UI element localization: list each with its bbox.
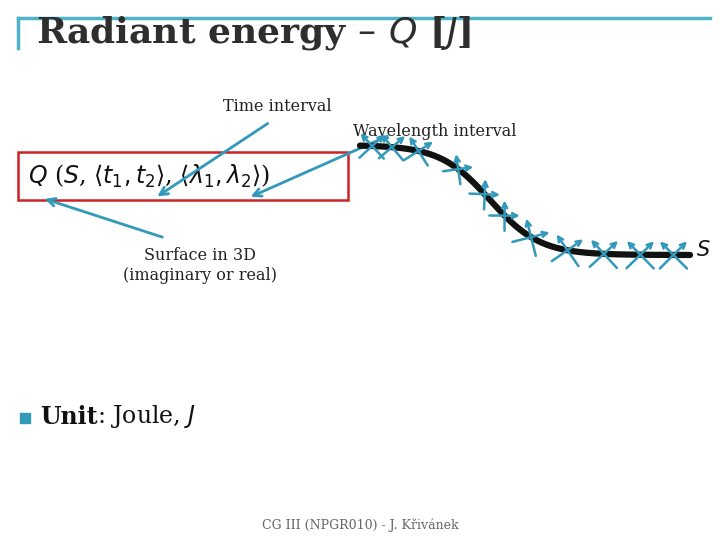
Bar: [18, 152, 348, 200]
Bar: [20, 413, 30, 423]
Text: Wavelength interval: Wavelength interval: [354, 124, 517, 140]
Text: $S$: $S$: [696, 240, 711, 260]
Text: $Q$ ($S$, $\langle t_1, t_2\rangle$, $\langle\lambda_1, \lambda_2\rangle$): $Q$ ($S$, $\langle t_1, t_2\rangle$, $\l…: [28, 163, 270, 190]
Text: CG III (NPGR010) - J. Křivánek: CG III (NPGR010) - J. Křivánek: [261, 518, 459, 532]
Text: Surface in 3D
(imaginary or real): Surface in 3D (imaginary or real): [123, 247, 277, 284]
Text: : Joule, $J$: : Joule, $J$: [97, 403, 197, 430]
Text: Radiant energy – $Q$ [$J$]: Radiant energy – $Q$ [$J$]: [36, 14, 472, 52]
Text: Time interval: Time interval: [222, 98, 331, 115]
Text: Unit: Unit: [40, 405, 97, 429]
